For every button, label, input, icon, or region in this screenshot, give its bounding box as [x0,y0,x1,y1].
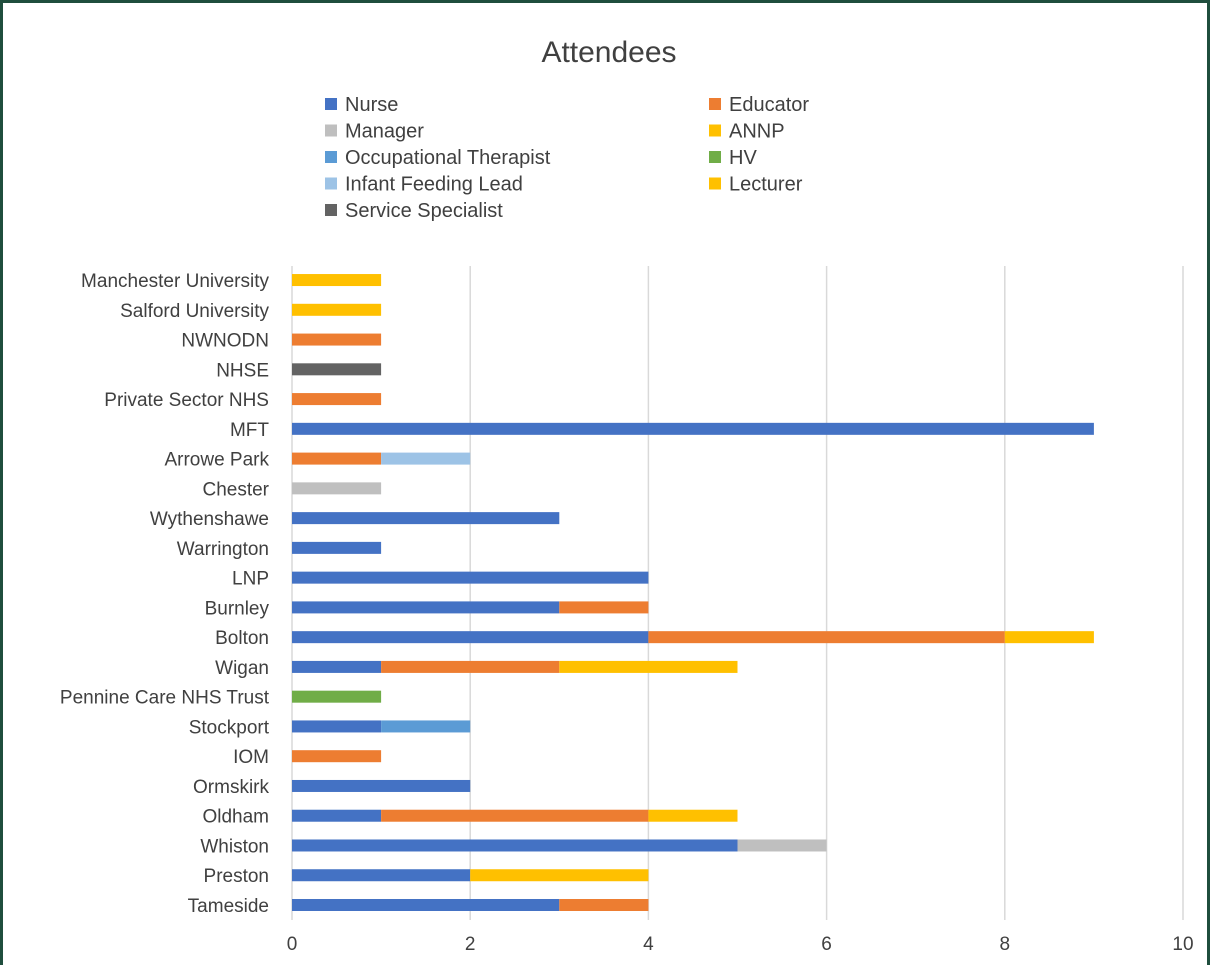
legend-swatch [325,177,337,190]
legend-label: HV [729,147,757,169]
category-label: MFT [230,420,269,441]
bar-segment [292,839,738,852]
legend-swatch [709,98,721,110]
legend-swatch [709,177,721,190]
bar-segment [292,571,649,584]
category-label: Pennine Care NHS Trust [60,688,270,709]
x-tick-label: 8 [1000,934,1011,955]
bar-segment [292,274,382,287]
category-label: Manchester University [81,271,269,292]
category-axis: Tameside Preston Whiston Oldham Ormskirk IOM S… [60,271,270,917]
category-label: NWNODN [181,331,269,352]
bar-segment [559,899,649,911]
legend-label: Educator [729,94,809,116]
bar-segment [292,541,382,554]
bar-segment [648,631,1005,644]
bar-segment [292,631,649,644]
x-tick-label: 6 [821,934,832,955]
legend-swatch [709,151,721,163]
legend-label: Infant Feeding Lead [345,174,523,196]
category-label: Wythenshawe [150,509,269,530]
category-label: Arrowe Park [164,450,269,471]
bar-segment [292,393,382,406]
category-label: Oldham [202,807,269,828]
legend-label: Nurse [345,94,398,116]
bar-segment [648,809,738,822]
bar-segment [292,660,382,673]
x-tick-label: 2 [465,934,476,955]
bar-segment [292,482,382,495]
chart-legend: Nurse Educator Manager ANNP Occupational The… [325,94,809,222]
category-label: Private Sector NHS [104,390,269,411]
bar-segment [559,601,649,614]
category-label: Whiston [200,836,269,857]
bar-segment [292,720,382,733]
legend-swatch [325,204,337,216]
category-label: Stockport [189,717,270,738]
bar-segment [292,690,382,703]
category-label: Warrington [177,539,269,560]
bar-segment [292,452,382,465]
bar-segment [292,779,471,792]
legend-swatch [325,124,337,137]
legend-label: ANNP [729,121,785,143]
x-tick-label: 0 [287,934,298,955]
chart-bars [292,274,1094,911]
category-label: Bolton [215,628,269,649]
legend-label: Manager [345,121,424,143]
category-label: Chester [202,479,269,500]
category-label: NHSE [216,360,269,381]
legend-swatch [325,98,337,110]
value-axis: 0 2 4 6 8 10 [287,934,1194,955]
category-label: Preston [204,866,269,887]
bar-segment [381,720,471,733]
bar-segment [292,512,560,525]
bar-segment [292,363,382,376]
legend-swatch [325,151,337,163]
bar-segment [292,750,382,763]
x-tick-label: 10 [1172,934,1193,955]
bar-segment [292,809,382,822]
chart-title: Attendees [541,36,676,69]
chart-gridlines [291,266,1184,920]
category-label: Burnley [205,598,270,619]
category-label: LNP [232,569,269,590]
bar-segment [737,839,827,852]
category-label: Tameside [188,896,269,917]
bar-segment [292,333,382,346]
category-label: Salford University [120,301,269,322]
bar-segment [292,303,382,316]
bar-segment [381,452,471,465]
bar-segment [381,660,560,673]
legend-label: Service Specialist [345,200,503,222]
legend-swatch [709,124,721,137]
category-label: Wigan [215,658,269,679]
bar-segment [292,601,560,614]
legend-label: Lecturer [729,174,803,196]
bar-segment [292,422,1094,435]
bar-segment [559,660,738,673]
bar-segment [292,869,471,882]
category-label: Ormskirk [193,777,269,798]
bar-segment [470,869,649,882]
bar-segment [292,899,560,911]
category-label: IOM [233,747,269,768]
bar-segment [1004,631,1094,644]
bar-segment [381,809,649,822]
x-tick-label: 4 [643,934,654,955]
legend-label: Occupational Therapist [345,147,551,169]
